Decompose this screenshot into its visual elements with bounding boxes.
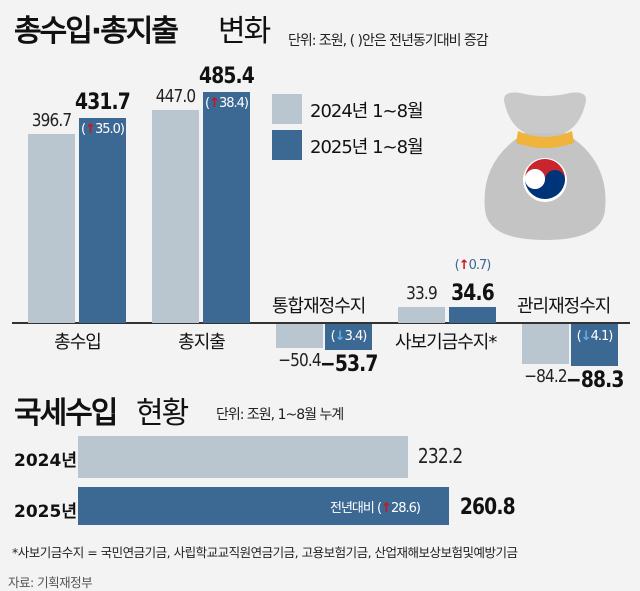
category-label: 총지출 [178,332,226,353]
footnote: *사보기금수지 = 국민연금기금, 사립학교교직원연금기금, 고용보험기금, 산… [12,545,518,560]
legend-label-2024: 2024년 1~8월 [310,101,424,122]
bar-2025 [325,324,372,350]
year-label: 2025년 [14,502,77,522]
value-label: −50.4 [278,349,321,371]
hbar-2025년 [78,487,449,525]
value-label: 232.2 [417,444,463,468]
legend-label-2025: 2025년 1~8월 [310,137,424,158]
legend-swatch-2024 [272,94,302,124]
value-label: 431.7 [75,89,131,115]
bar-2024 [398,306,445,323]
chart-title-light: 변화 [218,14,271,49]
value-label: 34.6 [451,280,495,306]
change-label: (↓3.4) [330,329,368,344]
change-label: (↓4.1) [576,329,614,344]
arrow-up-icon: ↑ [85,121,96,137]
legend-swatch-2025 [272,130,302,160]
change-label: (↑0.7) [454,258,492,273]
hbar-2024년 [78,436,408,478]
bar-2024 [276,324,323,348]
category-label: 사보기금수지* [395,332,497,353]
value-label: 447.0 [155,86,196,108]
change-annotation: 전년대비 (↑28.6) [330,501,421,516]
bar-2024 [522,324,569,365]
section2-title-light: 현황 [136,396,189,431]
arrow-up-icon: ↑ [458,258,470,273]
section2-title: 국세수입 [14,396,118,431]
bar-2024 [152,110,199,323]
arrow-down-icon: ↓ [334,329,346,344]
arrow-up-icon: ↑ [381,501,392,516]
value-label: 260.8 [459,495,515,520]
bar-2025 [203,91,250,323]
zero-baseline [12,322,630,324]
category-label: 관리재정수지 [517,296,611,317]
change-label: (↑35.0) [80,121,125,137]
source: 자료: 기획재정부 [8,575,93,590]
unit-note: 단위: 조원, ( )안은 전년동기대비 증감 [288,33,489,49]
value-label: 396.7 [31,110,72,132]
category-label: 총수입 [54,332,102,353]
year-label: 2024년 [14,451,77,471]
change-label: (↑38.4) [204,95,249,111]
bar-2024 [28,134,75,323]
bar-2025 [79,117,126,323]
arrow-up-icon: ↑ [209,95,220,111]
value-label: −84.2 [524,366,567,388]
money-bag-icon [484,92,606,240]
arrow-down-icon: ↓ [580,329,592,344]
value-label: 33.9 [406,282,438,304]
chart-title: 총수입·총지출 [14,14,179,49]
value-label: −88.3 [566,368,624,394]
bar-2025 [571,324,618,367]
value-label: 485.4 [199,63,255,89]
category-label: 통합재정수지 [272,296,366,317]
bar-2025 [449,306,496,323]
section2-unit: 단위: 조원, 1~8월 누계 [216,407,344,423]
value-label: −53.7 [320,351,378,377]
